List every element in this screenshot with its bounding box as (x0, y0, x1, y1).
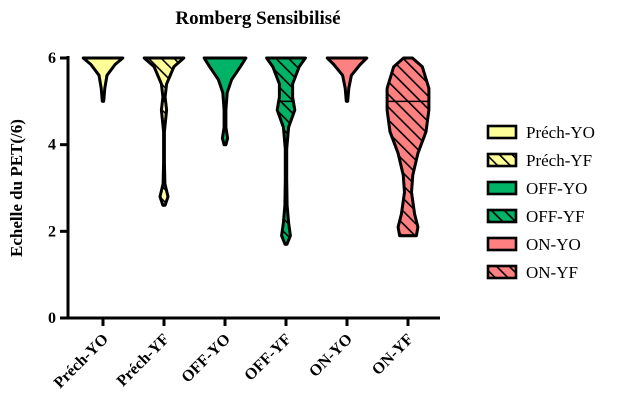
legend-label: Préch-YO (526, 123, 595, 142)
legend-swatch (488, 126, 516, 138)
legend-label: OFF-YF (526, 207, 585, 226)
y-tick-label: 2 (48, 223, 56, 240)
y-tick-label: 4 (48, 137, 56, 154)
y-tick-label: 6 (48, 50, 56, 67)
violin-ON-YO (327, 58, 367, 101)
legend-label: ON-YO (526, 235, 581, 254)
x-tick-label: OFF-YO (178, 331, 233, 386)
legend-swatch (488, 210, 516, 222)
legend-swatch (488, 154, 516, 166)
x-tick-label: ON-YO (306, 331, 356, 381)
legend-swatch (488, 238, 516, 250)
y-tick-label: 0 (48, 310, 56, 327)
violin-OFF-YF (267, 58, 306, 244)
legend-label: OFF-YO (526, 179, 587, 198)
violin-OFF-YO (204, 58, 246, 145)
x-tick-label: ON-YF (369, 331, 417, 379)
violin-Préch-YO (83, 58, 123, 101)
y-axis-label: Echelle du PET(/6) (7, 119, 26, 257)
violin-Préch-YF (144, 58, 184, 205)
x-tick-label: OFF-YF (241, 331, 295, 385)
x-tick-label: Préch-YO (51, 331, 112, 392)
x-tick-label: Préch-YF (114, 331, 173, 390)
legend-label: Préch-YF (526, 151, 592, 170)
chart-title: Romberg Sensibilisé (175, 8, 340, 29)
legend-swatch (488, 266, 516, 278)
legend-label: ON-YF (526, 263, 578, 282)
violin-ON-YF (387, 58, 429, 236)
legend-swatch (488, 182, 516, 194)
